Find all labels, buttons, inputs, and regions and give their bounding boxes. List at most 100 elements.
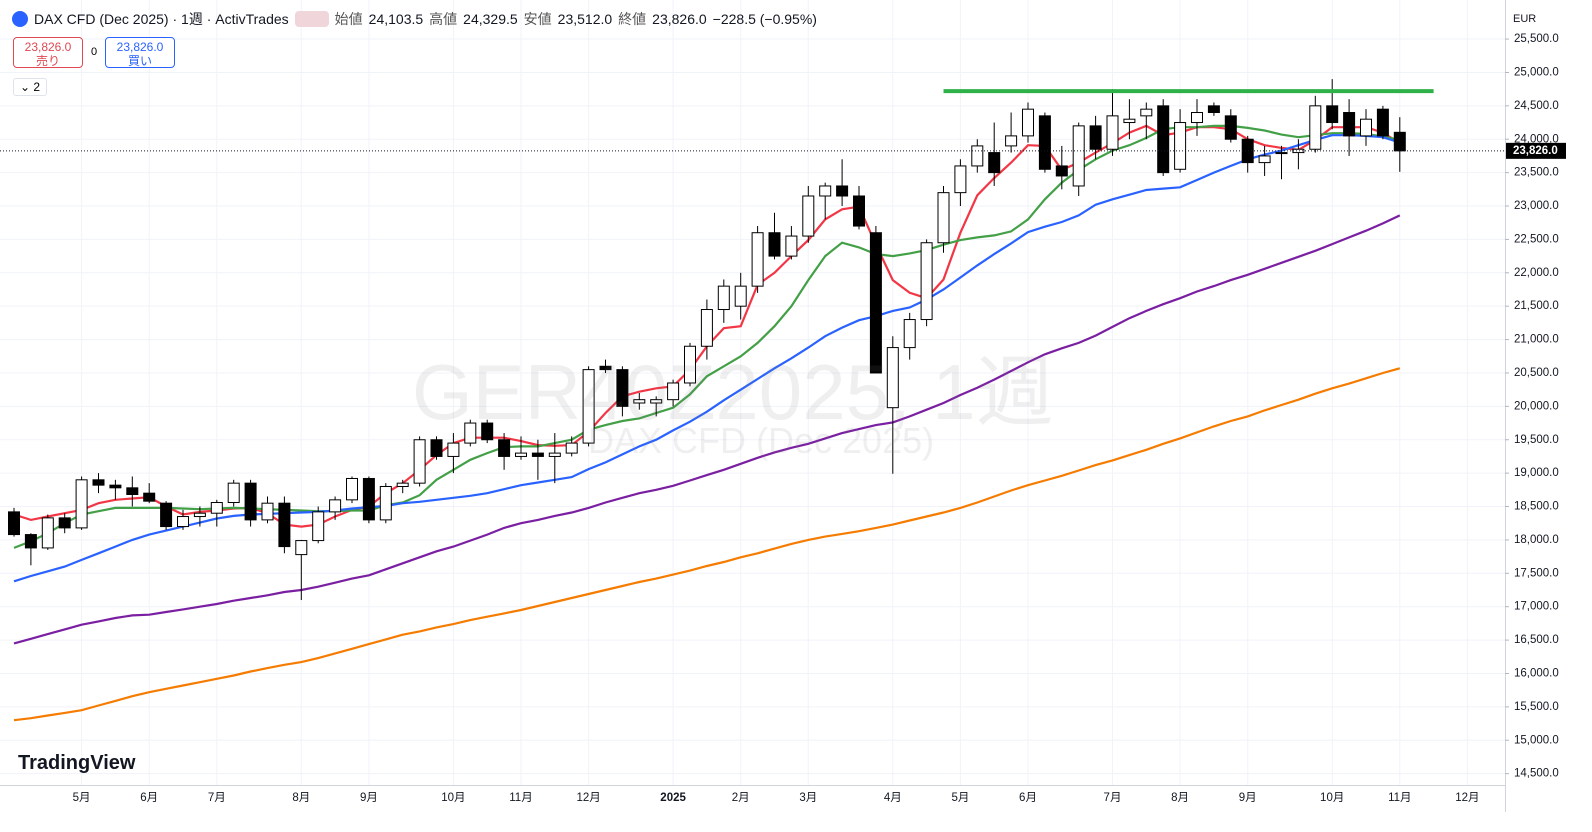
buy-button[interactable]: 23,826.0 買い: [105, 37, 175, 68]
x-tick-label: 8月: [1171, 792, 1189, 804]
x-tick-label: 6月: [1019, 792, 1037, 804]
currency: EUR: [1513, 13, 1536, 25]
y-tick-label: 14,500.0: [1514, 768, 1559, 780]
candle-body: [126, 487, 139, 496]
candle-body: [41, 517, 54, 549]
candle-body: [58, 517, 71, 529]
x-tick-label: 12月: [576, 792, 600, 804]
candle-body: [1360, 118, 1372, 137]
badge[interactable]: [294, 11, 329, 27]
candle-body: [531, 452, 544, 457]
x-tick-label: 11月: [509, 792, 532, 804]
candle-body: [1174, 122, 1187, 170]
y-tick-label: 20,500.0: [1514, 367, 1559, 379]
sell-button[interactable]: 23,826.0 売り: [13, 37, 83, 68]
candle-body: [1376, 108, 1389, 137]
candle-body: [1393, 131, 1406, 152]
y-tick-label: 24,500.0: [1514, 100, 1559, 112]
candle-body: [582, 369, 595, 444]
candle-body: [937, 192, 950, 244]
y-tick-label: 18,000.0: [1514, 534, 1559, 546]
candle-body: [802, 195, 815, 237]
candle-body: [379, 485, 392, 521]
x-tick-label: 9月: [1239, 792, 1257, 804]
candle-body: [684, 345, 696, 384]
candle-body: [954, 165, 967, 194]
candle-body: [1343, 112, 1356, 137]
y-tick-label: 24,000.0: [1514, 133, 1559, 145]
candle-body: [1207, 105, 1220, 114]
candle-body: [836, 185, 849, 197]
candle-body: [1140, 108, 1153, 117]
candle-body: [413, 439, 426, 484]
brand: TradingView: [18, 752, 136, 774]
candle-body: [193, 512, 206, 518]
candle-body: [768, 232, 781, 257]
candle-body: [869, 232, 882, 374]
x-tick-label: 5月: [951, 792, 969, 804]
candle-body: [633, 399, 646, 404]
candle-body: [447, 442, 460, 457]
candle-body: [1157, 105, 1170, 174]
x-tick-label: 5月: [73, 792, 91, 804]
y-tick-label: 15,500.0: [1514, 701, 1559, 713]
candle-body: [886, 347, 899, 409]
sell-label: 売り: [35, 54, 60, 68]
candle-body: [515, 452, 527, 457]
y-tick-label: 18,500.0: [1514, 501, 1559, 513]
x-tick-label: 12月: [1455, 792, 1479, 804]
open-label: 始値: [334, 11, 363, 27]
candle-body: [1106, 115, 1119, 150]
candle-body: [160, 502, 173, 528]
candle-body: [785, 235, 798, 257]
candle-body: [853, 195, 865, 227]
candle-body: [75, 479, 88, 529]
candle-body: [244, 482, 257, 521]
high: 24,329.5: [463, 11, 518, 27]
x-tick-label: 9月: [360, 792, 378, 804]
candle-body: [565, 442, 578, 454]
candle-body: [1258, 155, 1271, 164]
candle-body: [362, 477, 375, 521]
candle-body: [667, 382, 680, 401]
candle-body: [616, 369, 629, 407]
candle-body: [8, 511, 20, 536]
y-tick-label: 17,500.0: [1514, 567, 1559, 579]
candle-body: [1326, 105, 1339, 124]
y-tick-label: 23,500.0: [1514, 167, 1559, 179]
candle-body: [329, 499, 342, 513]
candle-body: [227, 482, 240, 504]
indicator-toggle[interactable]: ⌄ 2: [13, 78, 48, 96]
open: 24,103.5: [368, 11, 424, 27]
symbol: DAX CFD (Dec 2025) · 1週 · ActivTrades: [34, 11, 289, 27]
candle-body: [1123, 118, 1136, 124]
spread: 0: [91, 46, 98, 58]
sell-price: 23,826.0: [24, 40, 72, 54]
low: 23,512.0: [557, 11, 613, 27]
candle-body: [1005, 135, 1018, 147]
candle-body: [700, 309, 713, 347]
candle-body: [312, 511, 325, 542]
candle-body: [1224, 115, 1237, 140]
buy-label: 買い: [127, 54, 152, 68]
candle-body: [92, 479, 105, 486]
ma-line: [13, 214, 1401, 645]
y-tick-label: 19,000.0: [1514, 467, 1559, 479]
buy-price: 23,826.0: [116, 40, 164, 54]
candle-body: [548, 452, 561, 457]
candle-body: [1292, 148, 1305, 154]
y-tick-label: 16,500.0: [1514, 634, 1559, 646]
x-tick-label: 11月: [1388, 792, 1411, 804]
y-tick-label: 15,000.0: [1514, 734, 1559, 746]
last-price-tag: [1506, 142, 1566, 159]
y-tick-label: 17,000.0: [1514, 601, 1559, 613]
candle-body: [109, 484, 122, 489]
y-tick-label: 23,000.0: [1514, 200, 1559, 212]
x-tick-label: 7月: [1104, 792, 1122, 804]
candle-body: [903, 319, 916, 349]
y-tick-label: 16,000.0: [1514, 668, 1559, 680]
change: −228.5 (−0.95%): [712, 11, 817, 27]
candle-body: [751, 232, 764, 287]
